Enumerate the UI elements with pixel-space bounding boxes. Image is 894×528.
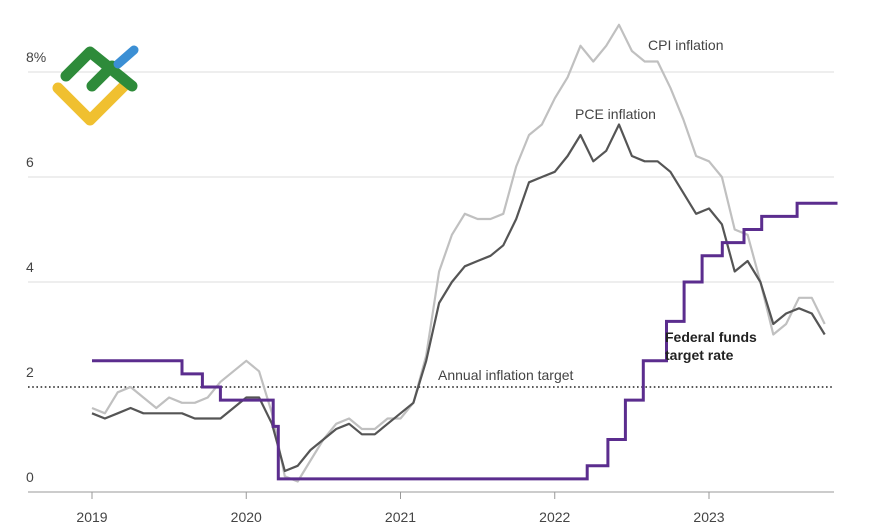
cpi-line bbox=[91, 23, 826, 483]
y-tick-label-4: 4 bbox=[26, 259, 34, 275]
target-label: Annual inflation target bbox=[438, 367, 574, 383]
x-tick-label-2022: 2022 bbox=[539, 509, 570, 525]
series-lines bbox=[91, 23, 838, 483]
logo-green-bar bbox=[86, 60, 118, 92]
pce-label: PCE inflation bbox=[575, 106, 656, 122]
fed-label-line2: target rate bbox=[665, 347, 734, 363]
logo-blue-bar bbox=[113, 45, 139, 69]
x-tick-label-2021: 2021 bbox=[385, 509, 416, 525]
brand-logo-icon bbox=[52, 45, 139, 126]
y-tick-label-2: 2 bbox=[26, 364, 34, 380]
logo-yellow-chevron bbox=[52, 80, 130, 126]
fed-label-line1: Federal funds bbox=[665, 329, 757, 345]
grid-lines bbox=[28, 71, 834, 493]
x-axis: 2019 2020 2021 2022 2023 bbox=[76, 492, 725, 525]
x-tick-label-2020: 2020 bbox=[231, 509, 262, 525]
annotations: CPI inflation PCE inflation Annual infla… bbox=[438, 37, 757, 383]
x-tick-label-2019: 2019 bbox=[76, 509, 107, 525]
y-tick-label-8: 8% bbox=[26, 49, 46, 65]
logo-green-chevron bbox=[60, 46, 138, 92]
x-tick-label-2023: 2023 bbox=[693, 509, 724, 525]
pce-line bbox=[91, 123, 826, 473]
fed-funds-line bbox=[92, 201, 838, 481]
y-axis-ticks: 0 2 4 6 8% bbox=[26, 49, 46, 485]
y-tick-label-0: 0 bbox=[26, 469, 34, 485]
cpi-label: CPI inflation bbox=[648, 37, 723, 53]
y-tick-label-6: 6 bbox=[26, 154, 34, 170]
